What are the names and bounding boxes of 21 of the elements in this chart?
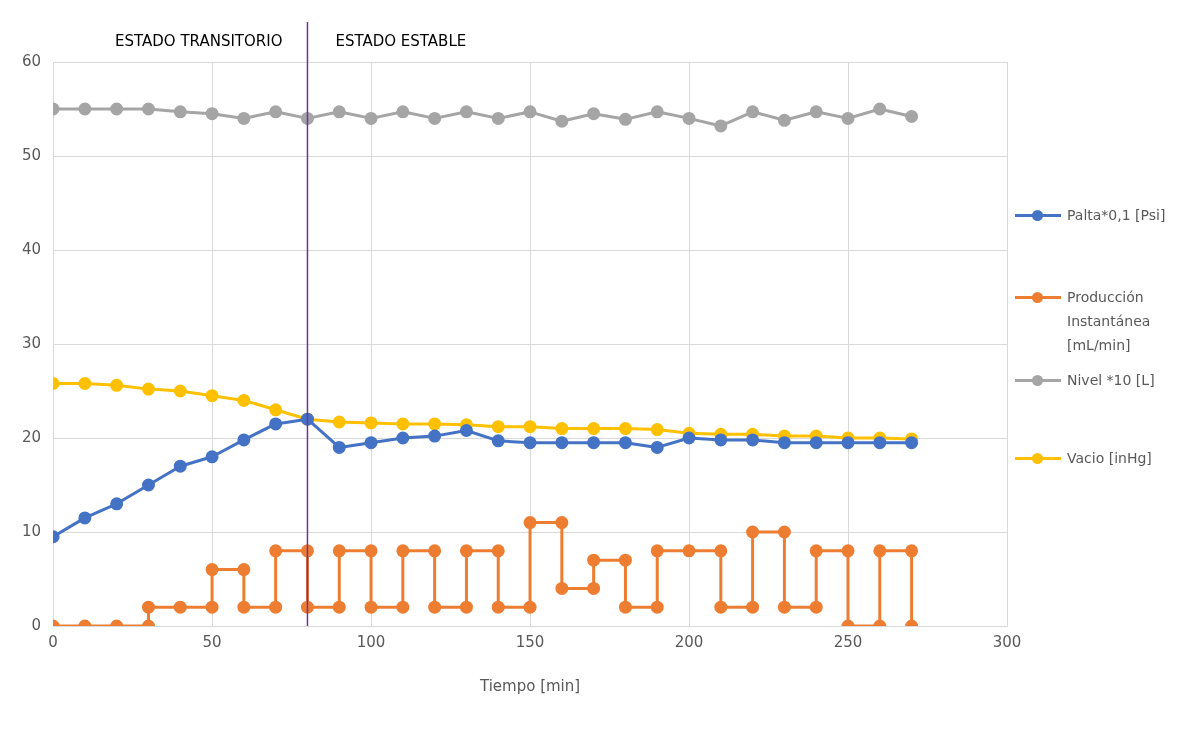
legend-label: Nivel *10 [L] (1067, 371, 1156, 390)
y-tick-label: 60 (21, 51, 42, 70)
x-axis-title: Tiempo [min] (478, 676, 581, 695)
x-tick-label: 300 (992, 632, 1022, 651)
x-tick-label: 100 (356, 632, 386, 651)
legend-label: Vacio [inHg] (1067, 449, 1153, 468)
x-tick-label: 0 (48, 632, 58, 651)
y-tick-label: 30 (21, 333, 42, 352)
y-tick-label: 20 (21, 427, 42, 446)
legend-label: Palta*0,1 [Psi] (1067, 206, 1167, 225)
legend-label: Producción Instantánea [mL/min] (1067, 288, 1152, 355)
text: ESTADO ESTABLE (335, 31, 467, 50)
x-tick-label: 150 (515, 632, 545, 651)
x-tick-label: 200 (674, 632, 704, 651)
text: ESTADO TRANSITORIO (115, 31, 283, 50)
y-tick-label: 0 (31, 615, 42, 634)
x-tick-label: 250 (833, 632, 863, 651)
y-tick-label: 40 (21, 239, 42, 258)
x-tick-label: 50 (202, 632, 222, 651)
y-tick-label: 10 (21, 521, 42, 540)
y-tick-label: 50 (21, 145, 42, 164)
